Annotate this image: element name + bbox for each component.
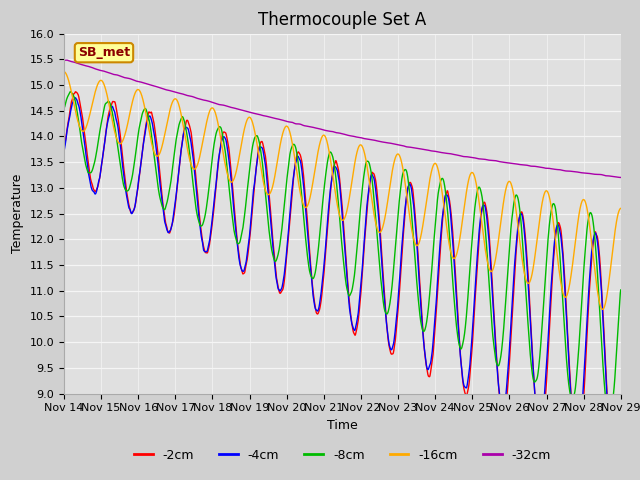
Y-axis label: Temperature: Temperature: [11, 174, 24, 253]
Text: SB_met: SB_met: [78, 46, 130, 59]
X-axis label: Time: Time: [327, 419, 358, 432]
Legend: -2cm, -4cm, -8cm, -16cm, -32cm: -2cm, -4cm, -8cm, -16cm, -32cm: [129, 444, 556, 467]
Title: Thermocouple Set A: Thermocouple Set A: [259, 11, 426, 29]
